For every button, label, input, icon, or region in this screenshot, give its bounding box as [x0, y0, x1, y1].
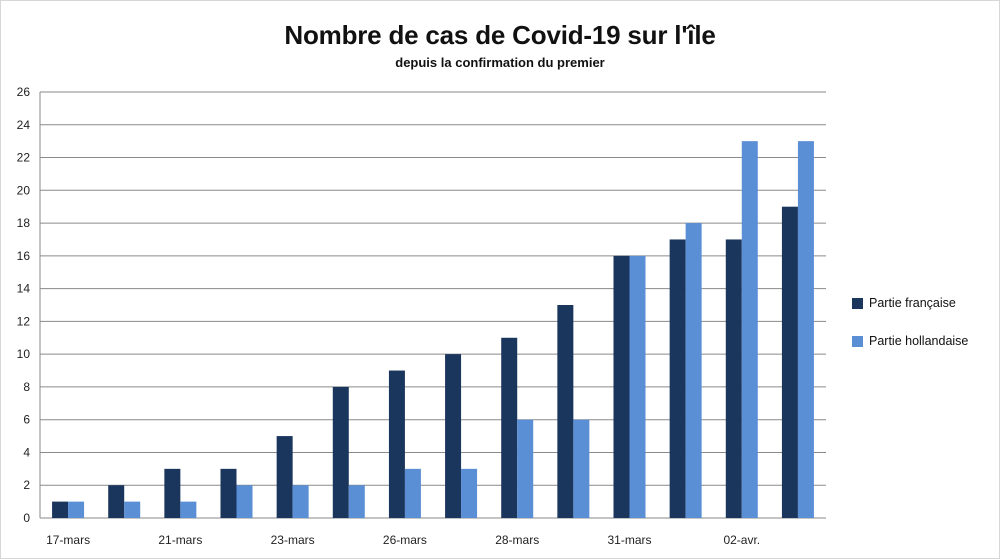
chart-title: Nombre de cas de Covid-19 sur l'île: [284, 20, 716, 50]
y-tick-label: 16: [17, 249, 31, 263]
bar-series-2: [629, 255, 646, 518]
x-tick-labels: 17-mars 21-mars 23-mars 26-mars 28-mars 31-ma…: [46, 533, 760, 547]
y-tick-label: 12: [17, 314, 31, 328]
bar-series-2: [573, 419, 590, 518]
legend-swatch-series-2: [852, 335, 863, 347]
y-tick-label: 10: [17, 347, 31, 361]
x-tick-label: 17-mars: [46, 533, 90, 547]
bar-series-1: [669, 239, 686, 518]
y-tick-label: 14: [17, 282, 31, 296]
x-tick-label: 21-mars: [158, 533, 202, 547]
bar-series-1: [781, 206, 798, 518]
bar-series-1: [725, 239, 742, 518]
chart-subtitle: depuis la confirmation du premier: [395, 55, 605, 70]
y-tick-label: 20: [17, 183, 31, 197]
bar-series-2: [797, 141, 814, 518]
bar-series-2: [124, 501, 141, 518]
x-tick-label: 31-mars: [607, 533, 651, 547]
bar-series-1: [332, 386, 349, 518]
y-tick-label: 4: [23, 445, 30, 459]
y-tick-label: 18: [17, 216, 31, 230]
bar-series-2: [517, 419, 534, 518]
bar-series-1: [164, 468, 181, 518]
legend-label-series-1: Partie française: [869, 296, 956, 310]
bar-series-2: [180, 501, 197, 518]
bar-series-2: [741, 141, 758, 518]
legend-label-series-2: Partie hollandaise: [869, 334, 969, 348]
bar-series-1: [52, 501, 69, 518]
legend-item-series-2: Partie hollandaise: [852, 330, 992, 352]
x-tick-label: 26-mars: [383, 533, 427, 547]
x-tick-label: 23-mars: [271, 533, 315, 547]
gridlines: [39, 91, 826, 519]
bar-series-1: [501, 337, 518, 518]
y-tick-label: 0: [23, 511, 30, 525]
y-tick-label: 8: [23, 380, 30, 394]
bar-series-2: [68, 501, 85, 518]
bar-series-1: [276, 436, 293, 518]
bar-series-2: [348, 485, 365, 518]
bar-series-1: [108, 485, 125, 518]
bar-series-2: [236, 485, 253, 518]
bar-series-1: [388, 370, 405, 518]
y-tick-label: 22: [17, 151, 31, 165]
y-tick-label: 24: [17, 118, 31, 132]
bar-series-1: [613, 255, 630, 518]
legend: Partie française Partie hollandaise: [852, 292, 992, 368]
bar-series-1: [557, 305, 574, 518]
x-tick-label: 28-mars: [495, 533, 539, 547]
bar-series-1: [445, 354, 462, 518]
y-tick-label: 6: [23, 413, 30, 427]
y-tick-label: 2: [23, 478, 30, 492]
bar-series-2: [404, 468, 421, 518]
x-tick-label: 02-avr.: [723, 533, 760, 547]
y-tick-label: 26: [17, 85, 31, 99]
bars: [52, 141, 814, 519]
bar-series-2: [292, 485, 309, 518]
bar-series-1: [220, 468, 237, 518]
bar-series-2: [685, 223, 702, 519]
legend-item-series-1: Partie française: [852, 292, 992, 314]
legend-swatch-series-1: [852, 297, 863, 309]
bar-series-2: [461, 468, 478, 518]
